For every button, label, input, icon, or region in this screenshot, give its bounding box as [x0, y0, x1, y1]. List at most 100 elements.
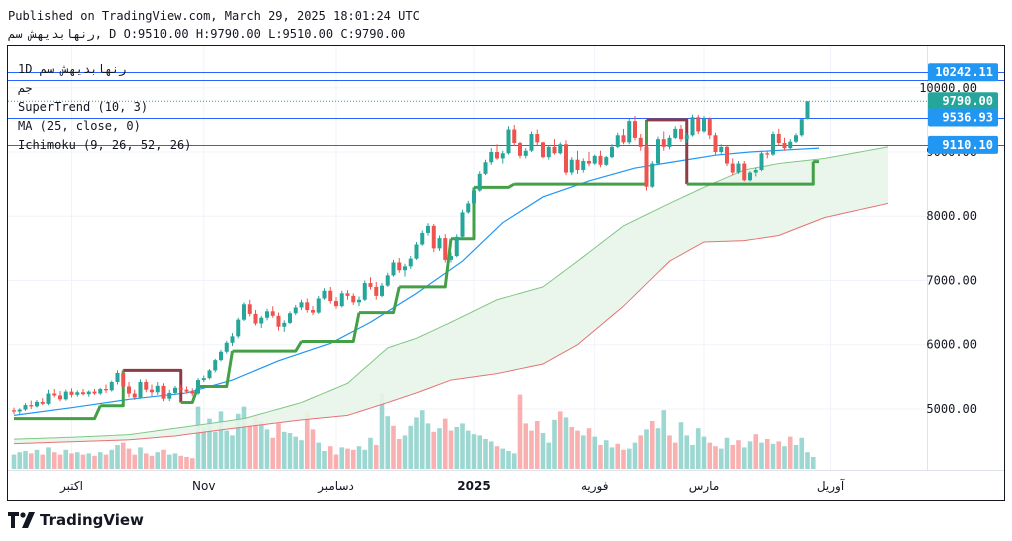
volume-bar: [327, 446, 333, 469]
price-label: 10242.11: [935, 65, 993, 79]
volume-bar: [17, 452, 23, 469]
volume-bar: [189, 458, 195, 469]
volume-bar: [736, 440, 741, 469]
candle-body: [592, 155, 597, 164]
candle-body: [805, 101, 810, 120]
candle-body: [242, 304, 246, 320]
volume-bar: [546, 442, 552, 469]
price-label: 9536.93: [942, 111, 993, 125]
volume-bar: [322, 451, 327, 469]
volume-bar: [580, 435, 586, 469]
candle-body: [201, 378, 206, 381]
candle-body: [771, 134, 775, 155]
candle-body: [673, 128, 678, 138]
volume-bar: [299, 440, 304, 469]
volume-bar: [46, 447, 51, 469]
volume-bar: [178, 455, 184, 469]
legend-supertrend[interactable]: SuperTrend (10, 3): [18, 100, 149, 114]
candle-body: [788, 141, 793, 149]
tradingview-logo-icon: [8, 512, 35, 528]
volume-bar: [517, 394, 523, 469]
candle-body: [391, 262, 396, 276]
price-label: 9790.00: [942, 94, 993, 108]
candle-body: [98, 389, 103, 394]
candle-body: [86, 391, 91, 395]
y-tick-label: 6000.00: [926, 338, 977, 352]
volume-bar: [149, 455, 155, 469]
volume-bar: [201, 427, 207, 469]
volume-bar: [345, 448, 350, 469]
candle-body: [385, 275, 390, 286]
volume-bar: [138, 447, 143, 469]
candle-body: [17, 409, 22, 412]
candle-body: [558, 144, 563, 154]
volume-bar: [396, 439, 402, 469]
legend-ma[interactable]: MA (25, close, 0): [18, 119, 141, 133]
candle-body: [702, 118, 706, 132]
candle-body: [454, 236, 459, 257]
candle-body: [138, 381, 143, 398]
candle-body: [466, 203, 471, 213]
x-tick-label: 2025: [457, 479, 490, 493]
candle-body: [167, 392, 172, 399]
volume-bar: [264, 429, 270, 469]
supertrend-segment: [14, 405, 102, 421]
candle-body: [408, 258, 413, 267]
volume-bar: [592, 436, 598, 469]
candle-body: [69, 391, 74, 395]
volume-bar: [143, 453, 149, 469]
published-line: Published on TradingView.com, March 29, …: [8, 9, 420, 23]
candle-body: [650, 163, 655, 187]
candle-body: [506, 129, 511, 154]
volume-bar: [241, 406, 247, 469]
candle-body: [104, 389, 108, 391]
candle-body: [696, 117, 701, 132]
volume-bar: [408, 425, 414, 469]
volume-bar: [471, 434, 477, 469]
candle-body: [339, 293, 344, 307]
candle-body: [362, 283, 367, 300]
volume-bar: [115, 445, 120, 469]
volume-bar: [678, 422, 684, 469]
volume-bar: [632, 442, 638, 469]
candle-body: [776, 134, 781, 144]
candle-body: [512, 129, 517, 144]
candle-body: [334, 301, 338, 307]
volume-bar: [649, 421, 655, 469]
volume-bar: [373, 445, 379, 469]
candle-body: [75, 392, 80, 395]
candle-body: [109, 381, 114, 391]
candle-body: [633, 121, 637, 138]
volume-bar: [787, 436, 793, 469]
candle-body: [529, 134, 534, 151]
candle-body: [207, 370, 212, 379]
volume-bar: [414, 417, 419, 469]
volume-bar: [540, 433, 546, 469]
legend-symbol-row[interactable]: 1D رنهابدیهش سم: [18, 62, 126, 76]
ichimoku-span-b: [13, 202, 889, 445]
candle-body: [316, 298, 321, 313]
volume-bar: [511, 453, 517, 469]
candle-body: [644, 146, 649, 187]
candle-body: [155, 385, 160, 393]
candle-body: [765, 153, 770, 155]
tradingview-brand[interactable]: TradingView: [8, 511, 144, 529]
candle-body: [707, 118, 712, 136]
volume-bar: [494, 446, 500, 469]
volume-bar: [695, 428, 701, 469]
supertrend-segment: [474, 182, 515, 189]
volume-bar: [615, 443, 621, 469]
candle-body: [219, 351, 223, 361]
candle-body: [265, 311, 269, 318]
candle-body: [431, 225, 436, 249]
legend-ichimoku[interactable]: Ichimoku (9, 26, 52, 26): [18, 138, 192, 152]
volume-bar: [799, 437, 805, 469]
candle-body: [725, 146, 729, 164]
candle-body: [23, 405, 28, 410]
supertrend-segment: [198, 350, 234, 388]
candle-body: [598, 155, 603, 165]
candle-body: [328, 290, 333, 302]
x-tick-label: فوریه: [581, 479, 609, 494]
candle-body: [736, 163, 741, 173]
